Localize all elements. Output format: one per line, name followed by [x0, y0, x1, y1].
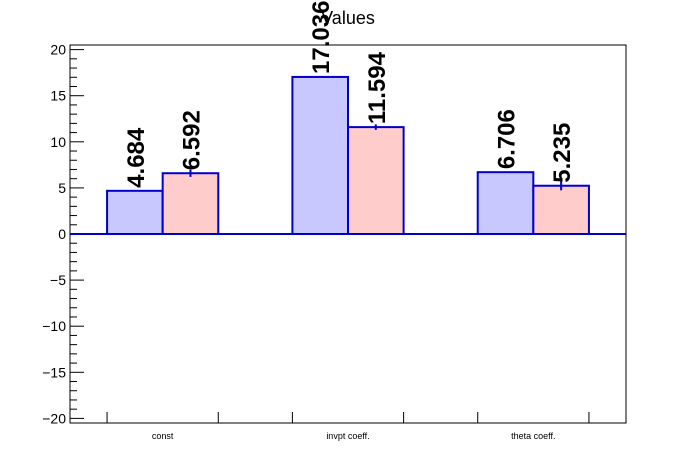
bar-value-label: 4.684: [123, 127, 150, 188]
data-labels: 4.684 17.036 6.706 6.592 11.594 5.235: [123, 1, 576, 188]
bar: [106, 189, 164, 236]
bar-value-label: 17.036: [308, 1, 335, 74]
y-tick-label: 10: [50, 134, 66, 150]
bar: [476, 171, 535, 235]
bars: [70, 75, 626, 236]
bar: [532, 184, 590, 235]
x-axis: const invpt coeff. theta coeff.: [106, 412, 590, 441]
y-tick-label: −5: [50, 272, 66, 288]
bar-value-label: 6.592: [178, 110, 205, 170]
x-category-label: const: [152, 431, 174, 441]
y-tick-label: 5: [58, 180, 66, 196]
y-axis: −20 −15 −10 −5 0 5 10 15 20: [42, 42, 84, 426]
bar-value-label: 6.706: [494, 109, 521, 169]
x-category-label: invpt coeff.: [326, 431, 369, 441]
y-tick-label: −15: [42, 364, 66, 380]
y-tick-label: −20: [42, 410, 66, 426]
y-tick-label: 0: [58, 226, 66, 242]
bar: [291, 75, 349, 236]
y-tick-label: −10: [42, 318, 66, 334]
bar: [161, 172, 220, 235]
chart-title: Values: [321, 8, 375, 28]
y-tick-label: 20: [50, 42, 66, 58]
bar-value-label: 11.594: [364, 51, 391, 124]
x-category-label: theta coeff.: [511, 431, 555, 441]
y-tick-label: 15: [50, 88, 66, 104]
bar-value-label: 5.235: [549, 123, 576, 183]
bar: [347, 126, 405, 235]
